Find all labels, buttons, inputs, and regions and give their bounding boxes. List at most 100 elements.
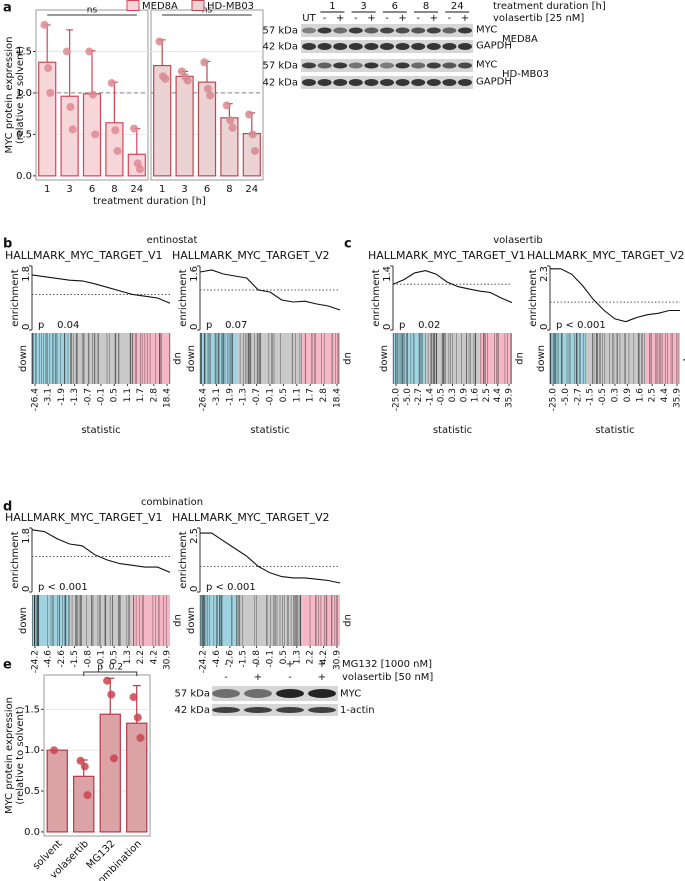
x-tick-label: 0.9	[459, 388, 469, 403]
y-tick-label: 1.0	[24, 745, 40, 756]
x-tick-label: 0.5	[110, 388, 120, 402]
data-point	[206, 91, 215, 100]
gene-set-title: HALLMARK_MYC_TARGET_V1	[5, 511, 162, 524]
protein-label: MYC	[476, 60, 497, 71]
x-tick-label: 24	[245, 184, 258, 195]
untreated-label: UT	[302, 13, 316, 24]
data-point	[245, 110, 254, 119]
x-axis-label: statistic	[433, 425, 472, 436]
x-tick-label: 1.3	[123, 650, 133, 664]
barcode-band	[302, 333, 340, 384]
barcode-band	[479, 333, 512, 384]
blot-strip	[212, 686, 338, 701]
blot-band	[333, 62, 348, 69]
data-point	[80, 762, 89, 771]
data-point	[129, 693, 138, 702]
y-axis-label: MYC protein expression	[4, 697, 15, 814]
y-tick-label: 1.0	[16, 88, 32, 99]
x-tick-label: 1.6	[471, 388, 481, 403]
x-tick-label: 2.5	[648, 388, 658, 402]
blot-band	[317, 79, 332, 86]
blot-band	[395, 79, 410, 86]
p-value: p 0.02	[399, 320, 440, 331]
y-tick-label: 0.0	[16, 171, 32, 182]
x-tick-label: 4.2	[319, 650, 329, 664]
up-label: up	[342, 614, 353, 627]
gene-set-title: HALLMARK_MYC_TARGET_V1	[368, 249, 525, 262]
blot-band	[302, 62, 316, 69]
blot-band	[380, 62, 394, 69]
x-tick-label: 2.2	[136, 650, 146, 664]
blot-band	[395, 62, 410, 69]
protein-label: GAPDH	[476, 77, 512, 88]
blot-band	[244, 707, 272, 713]
data-point	[226, 116, 235, 125]
condition-label: volasertib [50 nM]	[342, 672, 433, 683]
down-label: down	[379, 345, 390, 372]
treatment-sign: +	[430, 13, 438, 24]
data-point	[76, 756, 85, 765]
blot-band	[426, 43, 441, 50]
data-point	[113, 146, 122, 155]
data-point	[40, 20, 49, 29]
blot-band	[380, 27, 394, 34]
blot-band	[364, 27, 379, 34]
x-tick-label: -2.7	[573, 388, 583, 406]
x-tick-label: 35.9	[673, 388, 683, 408]
x-tick-label: -3.1	[44, 388, 54, 406]
p-value: p < 0.001	[38, 582, 88, 593]
x-tick-label: 1.7	[136, 388, 146, 402]
blot-band	[411, 62, 426, 69]
x-tick-label: -0.1	[97, 650, 107, 668]
x-tick-label: -25.0	[549, 388, 559, 412]
blot-band	[212, 707, 240, 713]
up-label: up	[682, 352, 685, 365]
bar	[60, 95, 79, 177]
x-tick-label: -2.6	[57, 650, 67, 668]
y-tick-label: 1.5	[16, 46, 32, 57]
x-tick-label: 1.6	[635, 388, 645, 403]
x-tick-label: -1.5	[239, 650, 249, 668]
treatment-title: volasertib	[493, 235, 542, 246]
blot-band	[442, 27, 457, 34]
down-label: down	[18, 607, 29, 634]
blot-band	[364, 62, 379, 69]
y-tick-label: 1.8	[21, 266, 32, 282]
treatment-sign: -	[354, 13, 358, 24]
y-axis-label: (relative to solvent)	[15, 706, 26, 804]
blot-band	[333, 27, 348, 34]
x-tick-label: 8	[111, 184, 117, 195]
legend-swatch	[126, 0, 140, 11]
x-tick-label: 18.4	[163, 388, 173, 408]
significance-bracket	[83, 671, 138, 676]
blot-band	[212, 689, 240, 698]
y-axis-label: enrichment	[178, 531, 189, 588]
treatment-sign: +	[336, 13, 344, 24]
enrichment-curve	[31, 274, 171, 304]
blot-band	[442, 79, 457, 86]
data-point	[88, 90, 97, 99]
y-tick-label: 1.8	[21, 528, 32, 544]
blot-band	[426, 27, 441, 34]
x-tick-label: -0.7	[83, 388, 93, 406]
y-tick-label: 2.5	[189, 528, 200, 544]
y-tick-label: 1.5	[24, 704, 40, 715]
duration-label: 8	[423, 1, 429, 12]
x-tick-label: -0.8	[83, 650, 93, 668]
x-tick-label: 24	[130, 184, 143, 195]
gene-set-title: HALLMARK_MYC_TARGET_V1	[5, 249, 162, 262]
x-tick-label: 3	[181, 184, 187, 195]
molecular-weight: 42 kDa	[262, 78, 298, 89]
x-axis-label: statistic	[81, 425, 120, 436]
x-tick-label: -0.1	[97, 388, 107, 406]
treatment-sign: -	[224, 672, 228, 683]
y-axis-label: (relative to solvent)	[15, 46, 26, 144]
x-tick-label: 0.5	[279, 650, 289, 664]
blot-band	[276, 689, 304, 698]
x-tick-label: 18.4	[333, 388, 343, 408]
bar	[175, 75, 194, 177]
y-tick-label: 0.5	[24, 786, 40, 797]
blot-strip	[212, 704, 338, 716]
barcode-band	[585, 333, 645, 384]
blot-band	[458, 79, 472, 86]
